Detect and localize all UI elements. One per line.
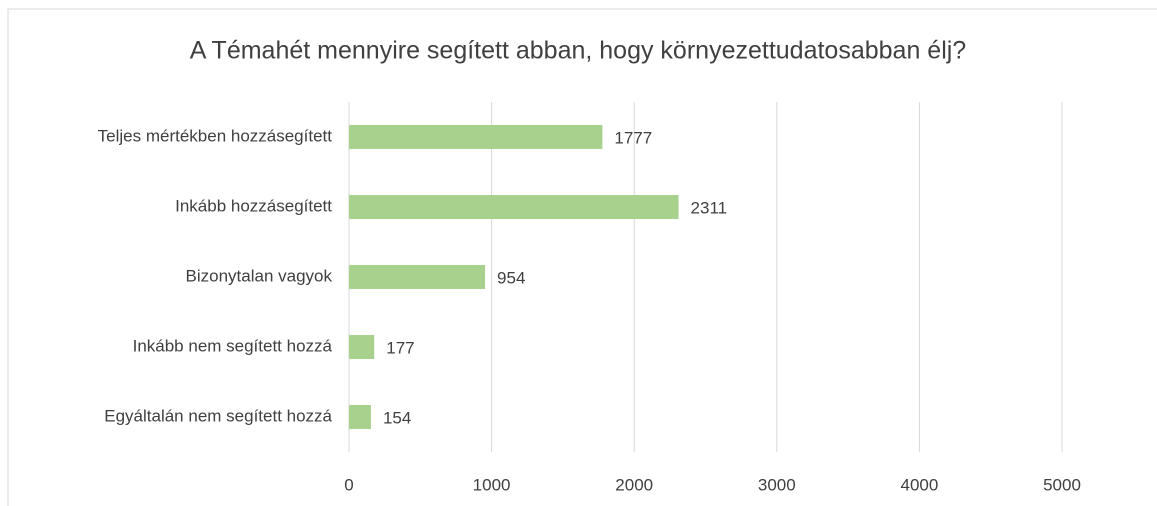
data-label: 177 — [386, 338, 414, 357]
x-tick-label: 0 — [344, 475, 353, 494]
x-tick-label: 5000 — [1043, 475, 1081, 494]
data-label: 2311 — [691, 198, 728, 217]
x-tick-label: 3000 — [758, 475, 796, 494]
bar — [349, 335, 375, 359]
chart-title: A Témahét mennyire segített abban, hogy … — [190, 37, 966, 65]
data-label: 954 — [497, 268, 525, 287]
x-tick-label: 2000 — [615, 475, 653, 494]
bar — [349, 265, 486, 289]
data-label: 154 — [383, 408, 411, 427]
x-tick-label: 4000 — [900, 475, 938, 494]
bar — [349, 405, 371, 429]
bar — [349, 195, 679, 219]
y-tick-label: Egyáltalán nem segített hozzá — [104, 406, 332, 425]
data-label: 1777 — [614, 128, 652, 147]
chart-frame — [7, 8, 1157, 506]
bar — [349, 125, 603, 149]
y-tick-label: Bizonytalan vagyok — [186, 266, 333, 285]
y-tick-label: Teljes mértékben hozzásegített — [98, 126, 333, 145]
y-tick-label: Inkább nem segített hozzá — [133, 336, 333, 355]
y-tick-label: Inkább hozzásegített — [175, 196, 332, 215]
x-tick-label: 1000 — [473, 475, 511, 494]
